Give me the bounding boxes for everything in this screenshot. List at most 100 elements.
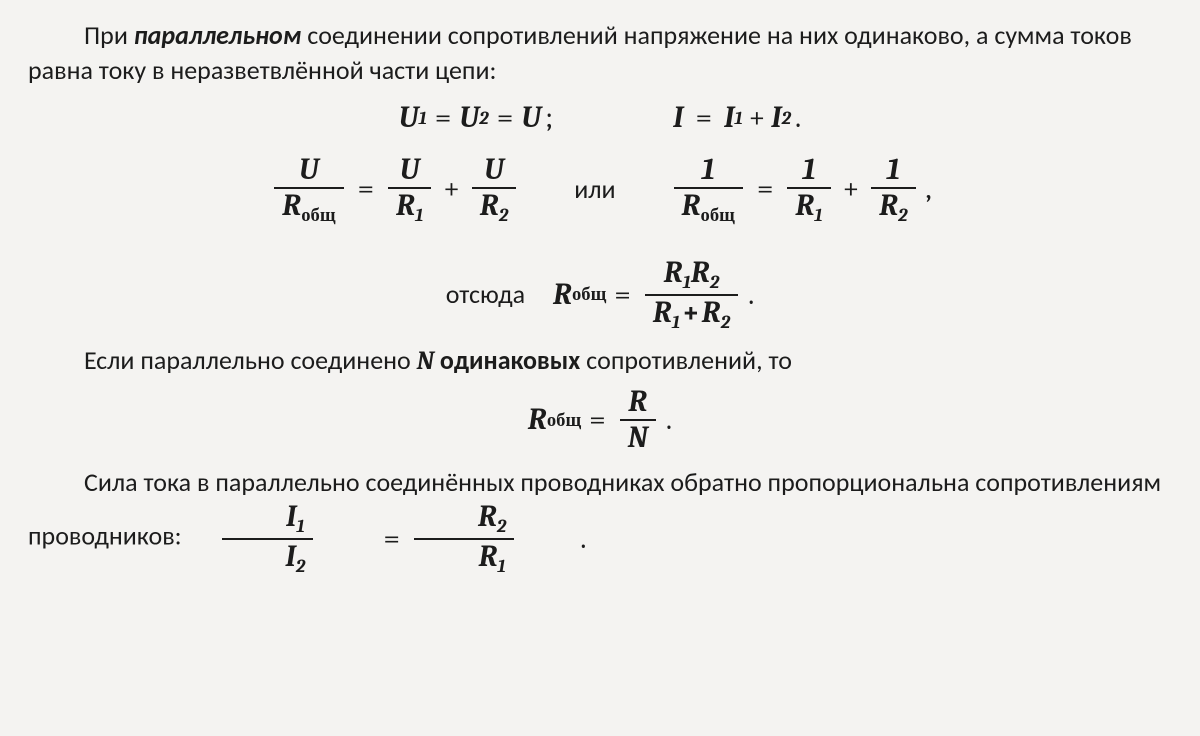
sym-R: R [478, 499, 497, 534]
sym-eq: = [489, 98, 522, 139]
sub-2: 2 [782, 106, 791, 131]
sub-2: 2 [898, 204, 907, 226]
sub-1: 1 [415, 204, 423, 226]
sym-R: R [553, 275, 572, 316]
frac-R1R2-sum: R1R2 R1+R2 [645, 256, 738, 333]
sym-eq: = [749, 169, 782, 210]
sym-R: R [653, 295, 672, 330]
document-page: При параллельном соединении сопротивлени… [0, 0, 1200, 736]
p3-text: Сила тока в параллельно соединённых пров… [28, 466, 1161, 552]
sym-eq: = [319, 519, 408, 560]
p2-text-a: Если параллельно соединено [84, 344, 417, 376]
sym-plus: + [437, 169, 466, 210]
paragraph-1: При параллельном соединении сопротивлени… [28, 18, 1172, 88]
sym-I: I [673, 98, 683, 139]
sub-tot: общ [301, 204, 335, 226]
sym-plus: + [837, 169, 866, 210]
sub-2: 2 [479, 106, 488, 131]
sub-1: 1 [498, 555, 506, 577]
equation-row-3: отсюда Rобщ = R1R2 R1+R2 . [28, 256, 1172, 333]
sym-N: N [628, 420, 648, 455]
sym-plus: + [680, 295, 702, 330]
sym-U: U [459, 98, 479, 139]
frac-R-N: R N [620, 385, 656, 455]
sym-R: R [528, 400, 547, 441]
equation-row-2: U Rобщ = U R1 + U R2 или 1 Rобщ [28, 153, 1172, 227]
p1-text-a: При [84, 19, 134, 51]
eq-U-over-R: U Rобщ = U R1 + U R2 [268, 153, 522, 227]
sub-2: 2 [296, 555, 305, 577]
eq-voltage-equal: U1 = U2 = U ; [399, 98, 553, 139]
p2-text-b: сопротивлений, то [580, 344, 792, 376]
sym-R: R [702, 295, 721, 330]
eq-Rtot-product: Rобщ = R1R2 R1+R2 . [553, 256, 754, 333]
frac-U-R1: U R1 [388, 153, 431, 227]
frac-1-R1: 1 R1 [787, 153, 830, 227]
sym-eq: = [581, 400, 614, 441]
sym-N-inline: N [417, 346, 434, 376]
sym-R: R [691, 255, 710, 290]
sym-eq: = [606, 275, 639, 316]
frac-1-Rtot: 1 Rобщ [674, 153, 743, 227]
sym-R: R [879, 188, 898, 223]
sym-U: U [484, 152, 504, 187]
sub-1: 1 [814, 204, 822, 226]
sym-1: 1 [887, 152, 900, 187]
sym-comma: , [922, 169, 932, 210]
sym-R: R [396, 188, 415, 223]
sym-R: R [664, 255, 683, 290]
connector-hence: отсюда [446, 277, 525, 312]
sym-period: . [791, 98, 801, 139]
sym-1: 1 [702, 152, 715, 187]
sym-U: U [299, 152, 319, 187]
sym-I: I [286, 539, 296, 574]
sub-1: 1 [683, 271, 691, 293]
sub-1: 1 [297, 515, 305, 537]
sym-U: U [521, 98, 541, 139]
sym-eq: = [350, 169, 383, 210]
sym-period: . [662, 400, 672, 441]
sub-tot: общ [572, 282, 606, 307]
sub-tot: общ [701, 204, 735, 226]
sub-1: 1 [672, 311, 680, 333]
paragraph-3: Сила тока в параллельно соединённых пров… [28, 465, 1172, 577]
sub-1: 1 [419, 106, 427, 131]
sym-R: R [479, 539, 498, 574]
eq-1-over-R: 1 Rобщ = 1 R1 + 1 R2 , [668, 153, 932, 227]
sub-tot: общ [547, 408, 581, 433]
sub-2: 2 [499, 204, 508, 226]
equation-row-1: U1 = U2 = U ; I = I1 + I2 . [28, 98, 1172, 139]
sym-I: I [771, 98, 781, 139]
sym-U: U [400, 152, 420, 187]
sym-R: R [480, 188, 499, 223]
sym-R: R [682, 188, 701, 223]
eq-Rtot-over-N: Rобщ = R N . [528, 385, 672, 455]
sym-R: R [795, 188, 814, 223]
sub-1: 1 [734, 106, 742, 131]
sub-2: 2 [497, 515, 506, 537]
sym-R: R [282, 188, 301, 223]
eq-current-sum: I = I1 + I2 . [673, 98, 801, 139]
eq-I-ratio: I1 I2 = R2 R1 . [216, 500, 587, 577]
sym-I: I [724, 98, 734, 139]
frac-U-Rtot: U Rобщ [274, 153, 343, 227]
sym-I: I [286, 499, 296, 534]
sym-plus: + [743, 98, 772, 139]
sym-semicolon: ; [541, 98, 553, 139]
frac-U-R2: U R2 [472, 153, 516, 227]
frac-R2-R1: R2 R1 [414, 500, 514, 577]
frac-1-R2: 1 R2 [871, 153, 915, 227]
sym-R: R [628, 384, 647, 419]
p1-emph-parallel: параллельном [134, 19, 302, 51]
sub-2: 2 [710, 271, 719, 293]
sym-period: . [744, 275, 754, 316]
sym-eq: = [427, 98, 460, 139]
sym-1: 1 [802, 152, 815, 187]
equation-row-4: Rобщ = R N . [28, 385, 1172, 455]
connector-or: или [574, 172, 615, 207]
sub-2: 2 [721, 311, 730, 333]
p2-emph-same: одинаковых [434, 344, 580, 376]
sym-period: . [520, 519, 586, 560]
frac-I1-I2: I1 I2 [222, 500, 314, 577]
sym-U: U [399, 98, 419, 139]
